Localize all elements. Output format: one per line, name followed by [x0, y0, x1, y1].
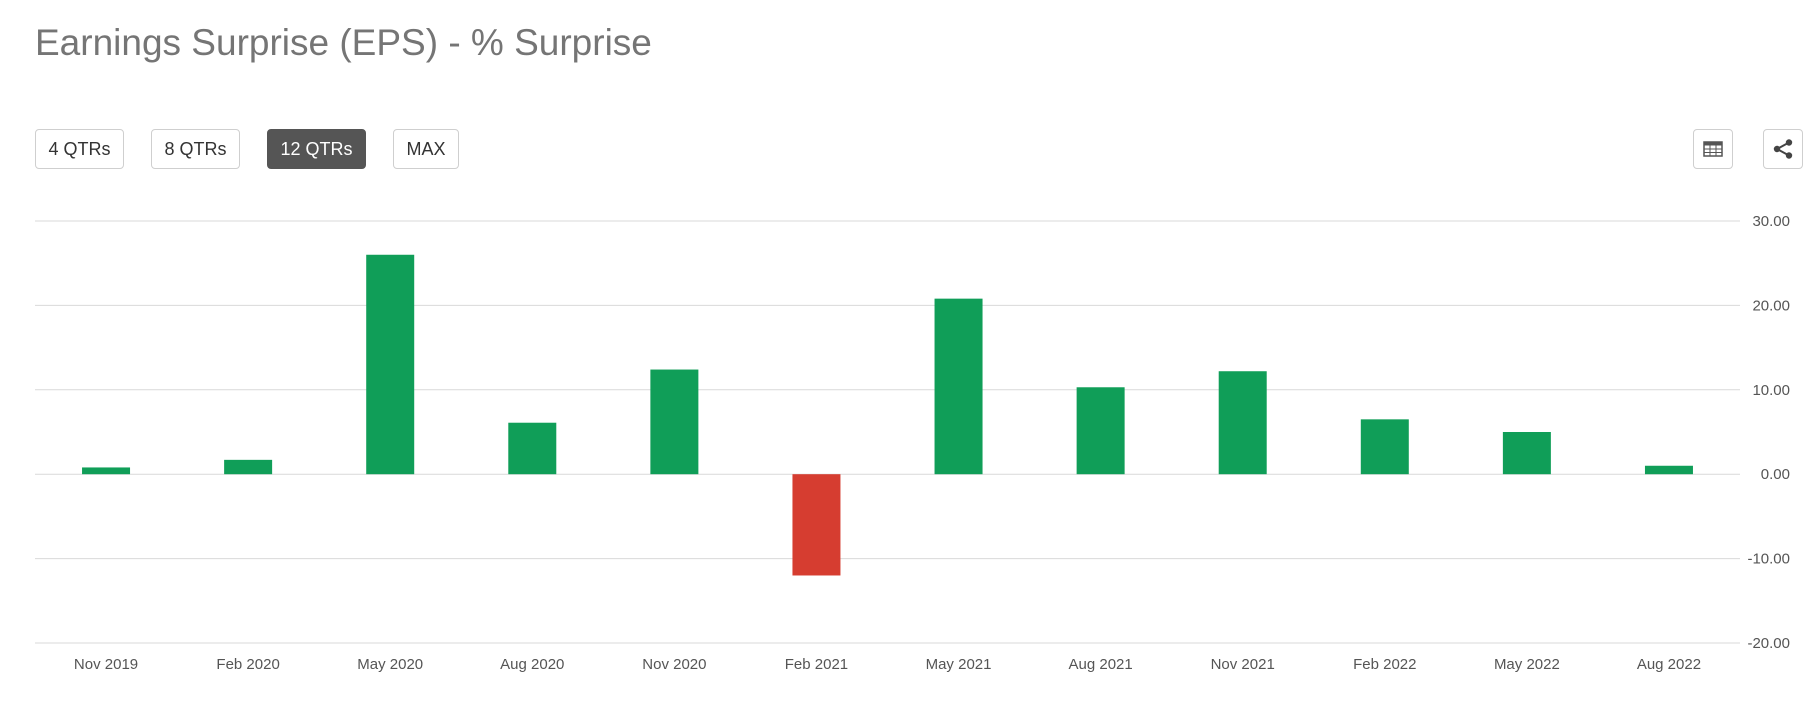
x-tick-label: Nov 2020 [642, 656, 706, 673]
earnings-surprise-chart: 30.00 20.00 10.00 0.00 -10.00 -20.00 Nov 2019… [35, 213, 1790, 673]
x-tick-label: Aug 2021 [1069, 656, 1133, 673]
x-tick-label: Nov 2021 [1211, 656, 1275, 673]
chart-bars [82, 254, 1693, 576]
x-tick-label: May 2020 [357, 656, 423, 673]
range-button-4-qtrs[interactable]: 4 QTRs [35, 129, 124, 169]
bar[interactable] [1218, 371, 1267, 475]
chart-gridlines [35, 220, 1740, 644]
bar[interactable] [1076, 387, 1125, 475]
y-tick-label: 0.00 [1761, 466, 1790, 483]
y-axis-ticks: 30.00 20.00 10.00 0.00 -10.00 -20.00 [1747, 213, 1790, 652]
bar[interactable] [82, 467, 131, 475]
x-tick-label: Feb 2020 [216, 656, 279, 673]
bar[interactable] [508, 422, 557, 475]
x-tick-label: May 2021 [926, 656, 992, 673]
y-tick-label: 30.00 [1752, 213, 1790, 230]
table-view-button[interactable] [1693, 129, 1733, 169]
x-tick-label: Aug 2020 [500, 656, 564, 673]
table-icon [1703, 141, 1723, 157]
x-axis-ticks: Nov 2019 Feb 2020 May 2020 Aug 2020 Nov 2020… [74, 656, 1701, 673]
y-tick-label: -10.00 [1747, 551, 1790, 568]
bar[interactable] [1360, 419, 1409, 475]
x-tick-label: Feb 2022 [1353, 656, 1416, 673]
x-tick-label: May 2022 [1494, 656, 1560, 673]
range-button-max[interactable]: MAX [393, 129, 459, 169]
y-tick-label: -20.00 [1747, 635, 1790, 652]
bar[interactable] [792, 474, 841, 576]
range-button-12-qtrs[interactable]: 12 QTRs [267, 129, 366, 169]
share-button[interactable] [1763, 129, 1803, 169]
bar[interactable] [1644, 465, 1693, 475]
share-icon [1773, 139, 1793, 159]
x-tick-label: Nov 2019 [74, 656, 138, 673]
bar[interactable] [366, 254, 415, 475]
range-button-8-qtrs[interactable]: 8 QTRs [151, 129, 240, 169]
x-tick-label: Aug 2022 [1637, 656, 1701, 673]
y-tick-label: 20.00 [1752, 297, 1790, 314]
x-tick-label: Feb 2021 [785, 656, 848, 673]
page-title: Earnings Surprise (EPS) - % Surprise [35, 22, 652, 63]
bar[interactable] [1502, 432, 1551, 475]
y-tick-label: 10.00 [1752, 382, 1790, 399]
bar[interactable] [650, 369, 699, 475]
bar[interactable] [934, 298, 983, 475]
bar[interactable] [224, 459, 273, 475]
